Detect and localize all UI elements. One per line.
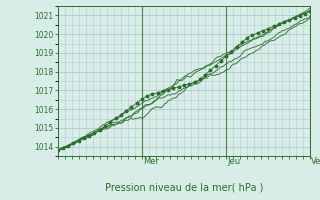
Text: Ven: Ven	[311, 158, 320, 166]
Text: Pression niveau de la mer( hPa ): Pression niveau de la mer( hPa )	[105, 183, 263, 193]
Text: Mer: Mer	[143, 158, 159, 166]
Text: Jeu: Jeu	[227, 158, 240, 166]
